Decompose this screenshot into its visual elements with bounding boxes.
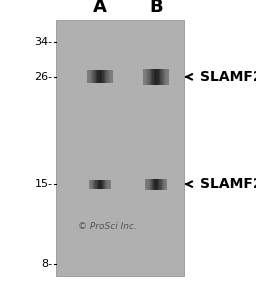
Bar (145, 69, 146, 85)
Bar (160, 69, 162, 85)
Bar (159, 69, 160, 85)
Bar (99, 180, 100, 189)
Bar (151, 179, 152, 190)
Bar (90, 180, 91, 189)
Bar (143, 69, 145, 85)
Bar (91, 70, 92, 84)
Bar (157, 69, 159, 85)
Text: 34-: 34- (34, 37, 52, 47)
Bar (163, 69, 164, 85)
Bar (101, 180, 102, 189)
Bar (148, 179, 150, 190)
Text: SLAMF2: SLAMF2 (200, 70, 256, 84)
Bar (109, 180, 110, 189)
Text: B: B (149, 0, 163, 16)
Bar (104, 70, 105, 84)
Bar (148, 69, 150, 85)
Bar (88, 70, 90, 84)
Bar (147, 69, 149, 85)
Bar (105, 180, 106, 189)
Bar (108, 70, 109, 84)
Bar (152, 179, 153, 190)
Bar (158, 179, 160, 190)
Bar (152, 69, 154, 85)
Bar (155, 179, 156, 190)
Bar (87, 70, 89, 84)
Bar (91, 180, 92, 189)
Bar (97, 180, 98, 189)
Bar (165, 69, 167, 85)
Bar (90, 70, 91, 84)
Bar (110, 180, 111, 189)
Bar (161, 179, 162, 190)
Bar (150, 69, 151, 85)
Bar (101, 70, 103, 84)
Bar (95, 180, 97, 189)
Bar (104, 180, 105, 189)
Bar (147, 179, 149, 190)
Bar (98, 180, 99, 189)
Text: A: A (93, 0, 107, 16)
Bar (99, 70, 100, 84)
Bar (155, 69, 156, 85)
Bar (94, 180, 96, 189)
Bar (92, 180, 94, 189)
Text: SLAMF2: SLAMF2 (200, 177, 256, 191)
Bar (146, 179, 148, 190)
Bar (102, 180, 103, 189)
Bar (156, 179, 157, 190)
Text: 8-: 8- (41, 259, 52, 269)
Bar (145, 179, 147, 190)
Bar (168, 69, 169, 85)
Bar (109, 70, 110, 84)
Bar (95, 70, 96, 84)
Bar (100, 180, 101, 189)
Bar (56, 20, 184, 275)
Text: © ProSci Inc.: © ProSci Inc. (78, 222, 137, 231)
Bar (162, 179, 163, 190)
Bar (89, 180, 90, 189)
Bar (156, 69, 158, 85)
Bar (110, 70, 112, 84)
Bar (150, 179, 151, 190)
Bar (106, 180, 108, 189)
Bar (103, 180, 104, 189)
Bar (151, 69, 153, 85)
Bar (153, 179, 154, 190)
Bar (166, 179, 167, 190)
Bar (164, 69, 165, 85)
Text: 15-: 15- (35, 179, 52, 189)
Bar (157, 179, 159, 190)
Bar (159, 179, 161, 190)
Bar (96, 70, 98, 84)
Bar (146, 69, 147, 85)
Bar (161, 69, 163, 85)
Bar (164, 179, 165, 190)
Bar (92, 70, 94, 84)
Text: 26-: 26- (34, 72, 52, 82)
Bar (102, 70, 104, 84)
Bar (154, 179, 155, 190)
Bar (165, 179, 166, 190)
Bar (154, 69, 155, 85)
Bar (106, 70, 108, 84)
Bar (163, 179, 164, 190)
Bar (105, 70, 106, 84)
Bar (93, 180, 95, 189)
Bar (108, 180, 109, 189)
Bar (93, 70, 95, 84)
Bar (111, 70, 113, 84)
Bar (166, 69, 168, 85)
Bar (97, 70, 99, 84)
Bar (100, 70, 101, 84)
